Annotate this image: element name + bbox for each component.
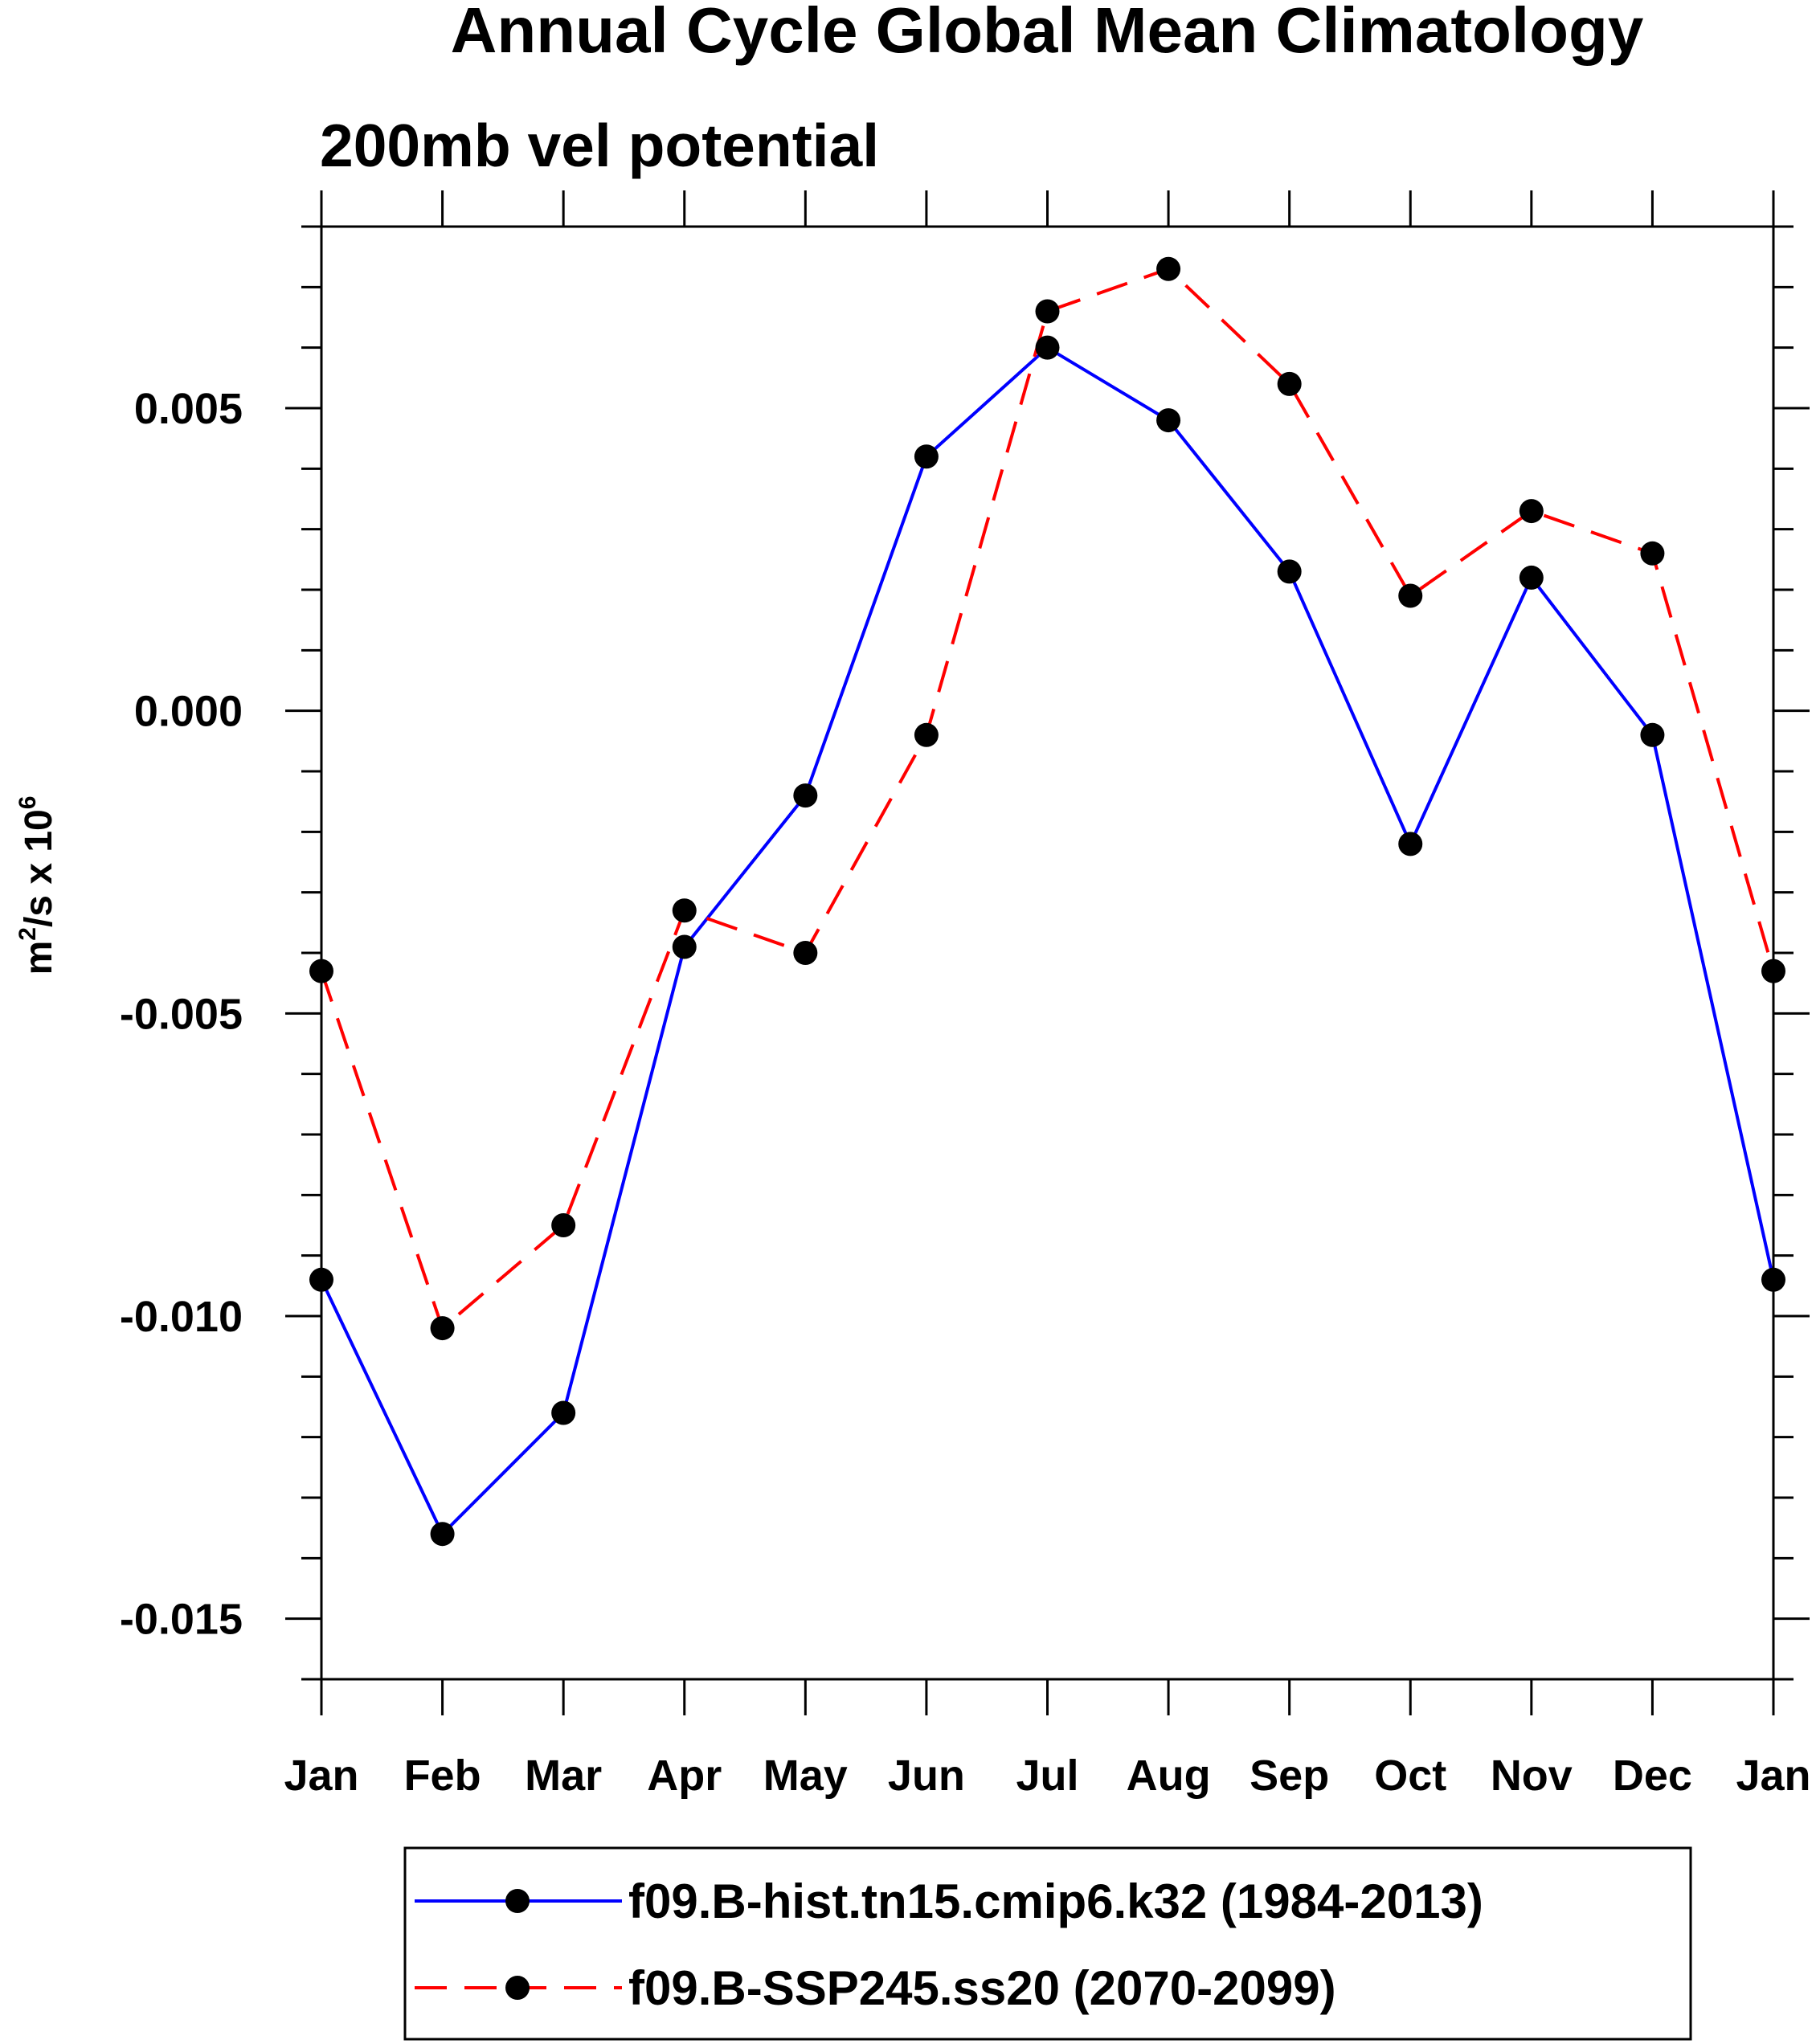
series-2-point (914, 722, 939, 747)
x-tick-label: Sep (1250, 1752, 1329, 1800)
x-tick-label: Dec (1613, 1752, 1692, 1800)
y-axis-label-base: m (18, 941, 60, 975)
series-1-point (1761, 1267, 1785, 1292)
series-1-point (793, 783, 818, 808)
x-tick-label: Feb (404, 1752, 481, 1800)
series-1-point (1519, 565, 1544, 590)
x-tick-label: Nov (1491, 1752, 1573, 1800)
series-2-point (551, 1213, 576, 1237)
legend-label-1: f09.B-hist.tn15.cmip6.k32 (1984-2013) (628, 1874, 1483, 1928)
x-tick-label: Apr (647, 1752, 722, 1800)
series-1-point (1398, 832, 1423, 856)
series-2-point (672, 898, 697, 923)
series-line-2 (320, 267, 1775, 1331)
x-tick-label: May (763, 1752, 848, 1800)
y-axis-label: m2/s x 106 (14, 796, 60, 975)
series-1-point (430, 1522, 455, 1547)
series-1-point (1035, 335, 1060, 360)
series-1-point (309, 1267, 333, 1292)
y-axis-label-mid: /s x 10 (18, 809, 60, 927)
series-2-point (793, 941, 818, 965)
x-tick-label: Oct (1374, 1752, 1446, 1800)
series-2-point (1398, 583, 1423, 608)
series-2-point (430, 1316, 455, 1341)
series-2-point (1640, 541, 1665, 566)
chart-subtitle: 200mb vel potential (320, 112, 879, 179)
legend-marker-1 (505, 1889, 530, 1913)
series-2-point (309, 959, 333, 983)
series-2-point (1156, 256, 1181, 281)
x-tick-label: Jun (888, 1752, 965, 1800)
x-tick-label: Jan (1736, 1752, 1810, 1800)
legend-box (403, 1846, 1692, 2041)
legend-label-2: f09.B-SSP245.ss20 (2070-2099) (628, 1961, 1336, 2015)
series-2-point (1519, 499, 1544, 524)
y-axis-label-sup1: 2 (14, 927, 41, 941)
chart-title: Annual Cycle Global Mean Climatology (451, 0, 1644, 66)
x-tick-label: Jul (1016, 1752, 1078, 1800)
y-tick-label: -0.010 (120, 1293, 243, 1341)
series-line-1 (320, 345, 1775, 1537)
y-tick-label: -0.005 (120, 990, 243, 1038)
y-tick-label: -0.015 (120, 1596, 243, 1644)
svg-text:m2/s x 106: m2/s x 106 (14, 796, 60, 975)
y-axis-label-sup2: 6 (14, 796, 41, 810)
legend-marker-2 (505, 1976, 530, 2000)
series-1-point (914, 444, 939, 469)
plot-frame (320, 225, 1775, 1681)
series-2-point (1761, 959, 1785, 983)
series-1-point (1640, 722, 1665, 747)
y-tick-label: 0.000 (134, 688, 243, 736)
x-tick-label: Aug (1127, 1752, 1211, 1800)
series-1-point (551, 1400, 576, 1425)
series-2-point (1277, 371, 1302, 396)
x-tick-label: Jan (284, 1752, 358, 1800)
series-2-point (1035, 299, 1060, 324)
x-tick-label: Mar (525, 1752, 602, 1800)
y-tick-label: 0.005 (134, 385, 243, 433)
series-1-point (672, 934, 697, 959)
series-1-point (1277, 559, 1302, 584)
series-1-point (1156, 408, 1181, 433)
